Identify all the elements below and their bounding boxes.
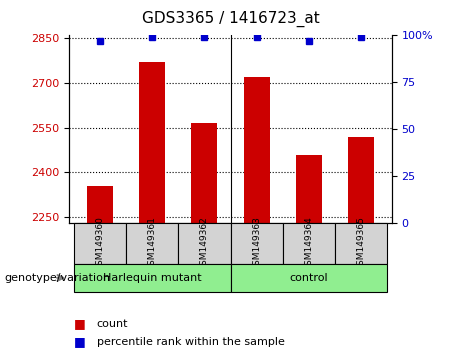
Text: ■: ■ (74, 318, 85, 330)
Text: GSM149363: GSM149363 (252, 216, 261, 271)
Bar (191, 123, 218, 223)
Text: control: control (289, 273, 328, 283)
Bar (178, 223, 230, 264)
Text: GSM149365: GSM149365 (356, 216, 365, 271)
Text: GSM149362: GSM149362 (200, 216, 209, 271)
Bar (74, 223, 126, 264)
Bar (283, 223, 335, 264)
Text: ■: ■ (74, 335, 85, 348)
Text: count: count (97, 319, 128, 329)
Text: GSM149361: GSM149361 (148, 216, 157, 271)
Bar (88, 186, 113, 223)
Bar (335, 223, 387, 264)
Bar (74, 264, 230, 292)
Bar (348, 137, 373, 223)
Text: Harlequin mutant: Harlequin mutant (103, 273, 202, 283)
Bar (243, 77, 270, 223)
Text: genotype/variation: genotype/variation (5, 273, 111, 283)
Bar (126, 223, 178, 264)
Text: GSM149364: GSM149364 (304, 216, 313, 271)
Bar (230, 264, 387, 292)
Bar (296, 155, 322, 223)
Bar (139, 62, 165, 223)
Bar (230, 223, 283, 264)
Text: GSM149360: GSM149360 (96, 216, 105, 271)
Text: GDS3365 / 1416723_at: GDS3365 / 1416723_at (142, 11, 319, 27)
Text: percentile rank within the sample: percentile rank within the sample (97, 337, 285, 347)
